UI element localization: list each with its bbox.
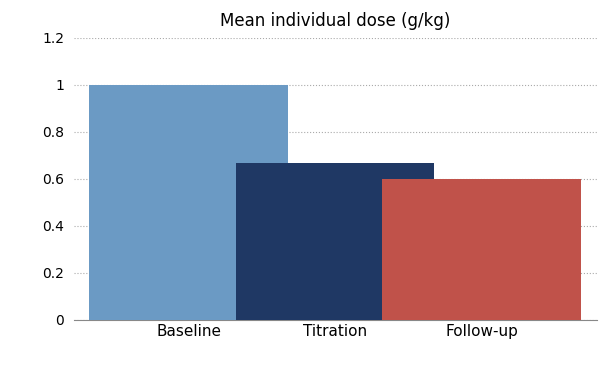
Bar	[236, 163, 434, 320]
Title: Mean individual dose (g/kg): Mean individual dose (g/kg)	[220, 12, 450, 30]
Bar	[383, 179, 581, 320]
Bar	[90, 85, 288, 320]
